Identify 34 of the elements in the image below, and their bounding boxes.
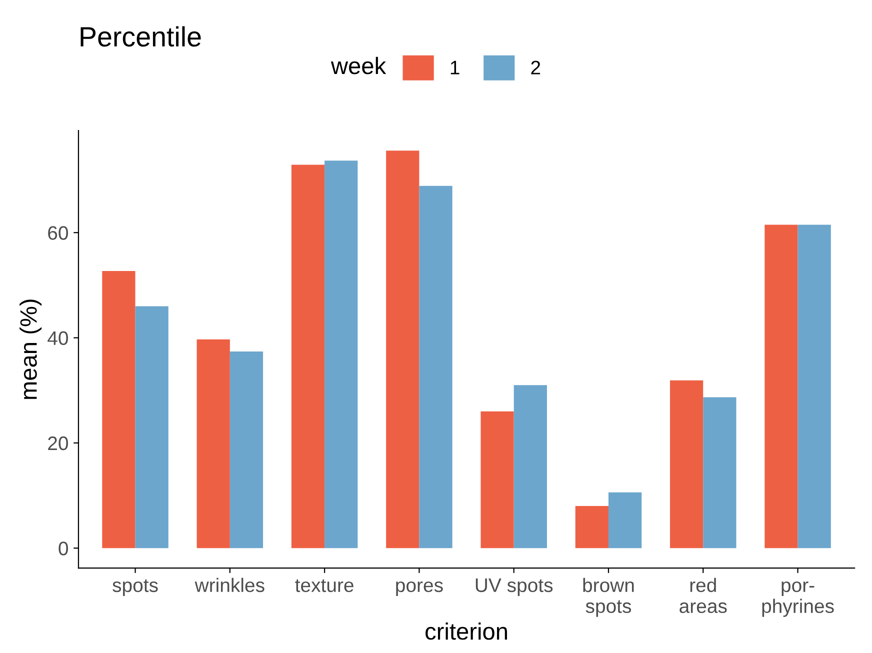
y-tick-label: 40	[48, 331, 68, 346]
bar	[196, 339, 230, 548]
y-tick-label: 0	[58, 542, 68, 556]
bar	[670, 380, 704, 548]
y-tick-label: 20	[48, 436, 68, 450]
bar	[575, 506, 608, 548]
bar	[419, 186, 452, 548]
bar	[514, 385, 547, 548]
x-tick-label: por- phyrines	[762, 581, 834, 617]
bar	[386, 150, 420, 548]
bar	[764, 224, 798, 548]
x-axis-title: criterion	[426, 622, 507, 640]
x-tick-label: UV spots	[476, 578, 553, 596]
bar	[703, 397, 736, 548]
bar	[324, 160, 358, 548]
bar	[102, 271, 136, 548]
bar	[608, 492, 642, 548]
x-tick-label: red areas	[680, 578, 727, 614]
bar	[291, 164, 325, 548]
legend-title: week	[330, 56, 386, 74]
x-tick-label: wrinkles	[194, 578, 264, 592]
legend-label: 2	[531, 60, 540, 74]
bar	[480, 411, 514, 548]
bar	[230, 351, 264, 548]
x-tick-label: spots	[112, 579, 158, 596]
bar	[798, 224, 831, 548]
x-tick-label: brown spots	[583, 578, 634, 617]
y-tick-label: 60	[48, 226, 68, 240]
chart-title: Percentile	[80, 26, 201, 47]
y-axis-title: mean (%)	[20, 300, 42, 399]
legend-label: 1	[450, 60, 460, 74]
x-tick-label: texture	[295, 579, 354, 592]
x-tick-label: pores	[396, 581, 443, 596]
bar	[135, 306, 168, 548]
